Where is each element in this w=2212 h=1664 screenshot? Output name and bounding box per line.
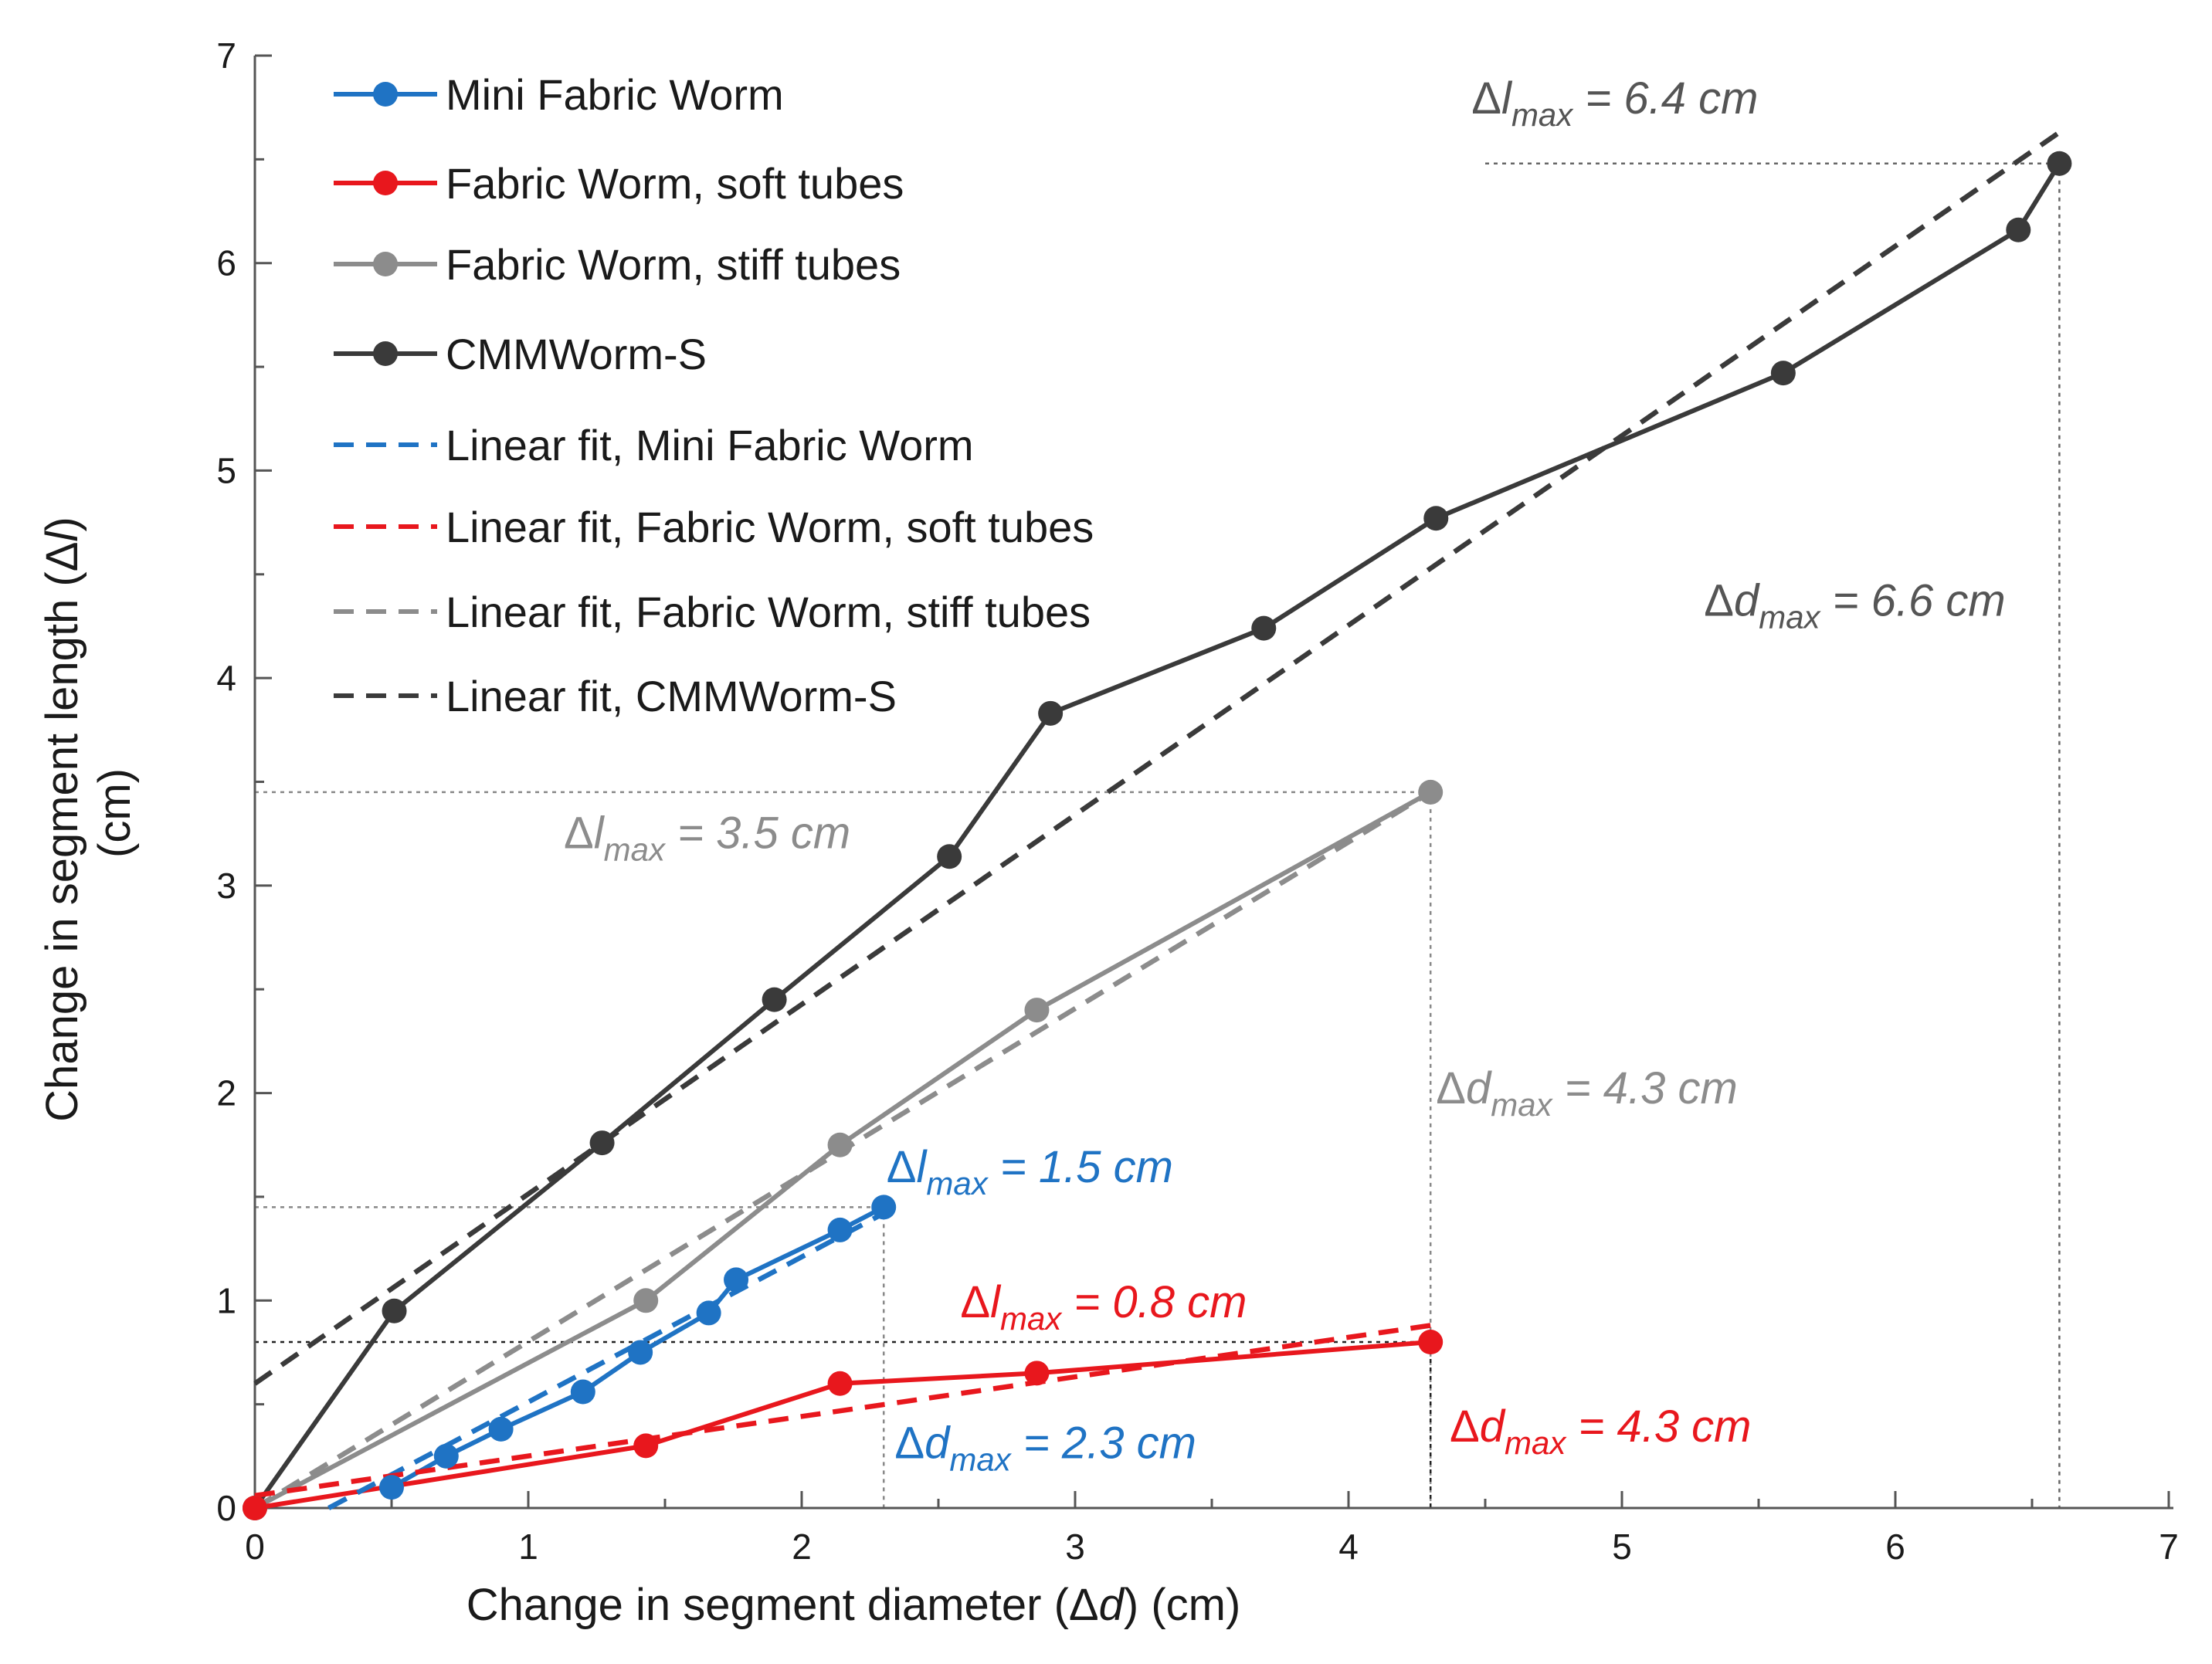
data-point-cmmworm-s: [1038, 700, 1064, 726]
x-tick-label: 2: [792, 1527, 812, 1567]
annotations: Δlmax = 6.4 cm Δdmax = 6.6 cm Δlmax = 3.5 …: [564, 73, 2006, 1477]
legend-swatch-marker: [373, 171, 398, 195]
data-point-fabric-worm-stiff-tubes: [827, 1132, 853, 1157]
legend-label: CMMWorm-S: [446, 330, 707, 378]
x-axis-title: Change in segment diameter (Δd) (cm): [466, 1580, 1241, 1630]
legend-label: Linear fit, Fabric Worm, soft tubes: [446, 503, 1094, 551]
x-tick-label: 3: [1065, 1527, 1085, 1567]
annotation-label: Δlmax = 6.4 cm: [1471, 73, 1758, 133]
data-point-fabric-worm-soft-tubes: [1418, 1330, 1444, 1355]
legend-label: Fabric Worm, soft tubes: [446, 159, 904, 208]
data-point-cmmworm-s: [382, 1298, 407, 1323]
data-point-cmmworm-s: [2047, 151, 2072, 176]
data-point-cmmworm-s: [762, 987, 787, 1012]
annotation-label: Δlmax = 0.8 cm: [960, 1277, 1247, 1337]
data-point-mini-fabric-worm: [871, 1195, 897, 1220]
annotation-label: Δdmax = 6.6 cm: [1704, 576, 2006, 635]
x-tick-label: 6: [1885, 1527, 1905, 1567]
x-tick-label: 0: [245, 1527, 265, 1567]
y-tick-label: 7: [216, 36, 236, 76]
y-tick-label: 0: [216, 1488, 236, 1528]
annotation-label: Δdmax = 4.3 cm: [1436, 1063, 1738, 1123]
data-point-fabric-worm-stiff-tubes: [633, 1288, 659, 1313]
x-tick-label: 5: [1612, 1527, 1632, 1567]
legend-swatch-marker: [373, 341, 398, 366]
legend-swatch-marker: [373, 82, 398, 107]
reference-lines: [255, 162, 2061, 1508]
legend-label: Fabric Worm, stiff tubes: [446, 240, 901, 289]
y-tick-label: 3: [216, 866, 236, 906]
legend: Mini Fabric Worm Fabric Worm, soft tubes F…: [334, 70, 1094, 720]
annotation-label: Δlmax = 3.5 cm: [564, 808, 850, 867]
y-tick-label: 5: [216, 450, 236, 490]
data-point-mini-fabric-worm: [570, 1379, 595, 1405]
legend-label: Linear fit, CMMWorm-S: [446, 672, 897, 720]
legend-label: Linear fit, Fabric Worm, stiff tubes: [446, 588, 1091, 636]
y-tick-label: 4: [216, 658, 236, 698]
legend-label: Linear fit, Mini Fabric Worm: [446, 421, 974, 469]
data-point-cmmworm-s: [937, 844, 962, 869]
data-point-fabric-worm-soft-tubes: [633, 1433, 659, 1459]
y-tick-label: 1: [216, 1280, 236, 1320]
legend-swatch-marker: [373, 252, 398, 276]
data-point-cmmworm-s: [589, 1130, 615, 1156]
data-point-cmmworm-s: [1251, 615, 1277, 641]
x-tick-label: 7: [2159, 1527, 2179, 1567]
data-point-cmmworm-s: [1770, 361, 1796, 386]
data-point-fabric-worm-soft-tubes: [243, 1496, 267, 1520]
data-point-mini-fabric-worm: [628, 1340, 653, 1365]
annotation-label: Δlmax = 1.5 cm: [887, 1142, 1173, 1201]
legend-label: Mini Fabric Worm: [446, 70, 784, 119]
data-point-mini-fabric-worm: [724, 1267, 749, 1293]
x-tick-label: 4: [1338, 1527, 1359, 1567]
series-line-linear-fit-mini-fabric-worm: [327, 1211, 885, 1510]
data-point-cmmworm-s: [1423, 506, 1449, 531]
annotation-label: Δdmax = 4.3 cm: [1450, 1401, 1752, 1461]
data-point-fabric-worm-soft-tubes: [827, 1371, 853, 1396]
y-tick-label: 6: [216, 243, 236, 283]
data-point-mini-fabric-worm: [488, 1416, 514, 1442]
y-axis-title: Change in segment length (Δl) (cm): [37, 504, 140, 1122]
data-point-fabric-worm-stiff-tubes: [1418, 779, 1444, 805]
data-point-mini-fabric-worm: [379, 1475, 404, 1500]
data-point-mini-fabric-worm: [827, 1217, 853, 1242]
data-point-mini-fabric-worm: [433, 1443, 459, 1469]
data-point-fabric-worm-soft-tubes: [1024, 1361, 1050, 1386]
data-point-fabric-worm-stiff-tubes: [1024, 998, 1050, 1023]
annotation-label: Δdmax = 2.3 cm: [894, 1418, 1196, 1478]
series-line-linear-fit-cmmworm-s: [253, 130, 2061, 1386]
data-point-mini-fabric-worm: [696, 1300, 721, 1326]
data-point-cmmworm-s: [2006, 217, 2031, 242]
x-tick-label: 1: [518, 1527, 538, 1567]
series-layer: [243, 130, 2072, 1520]
y-tick-label: 2: [216, 1073, 236, 1113]
